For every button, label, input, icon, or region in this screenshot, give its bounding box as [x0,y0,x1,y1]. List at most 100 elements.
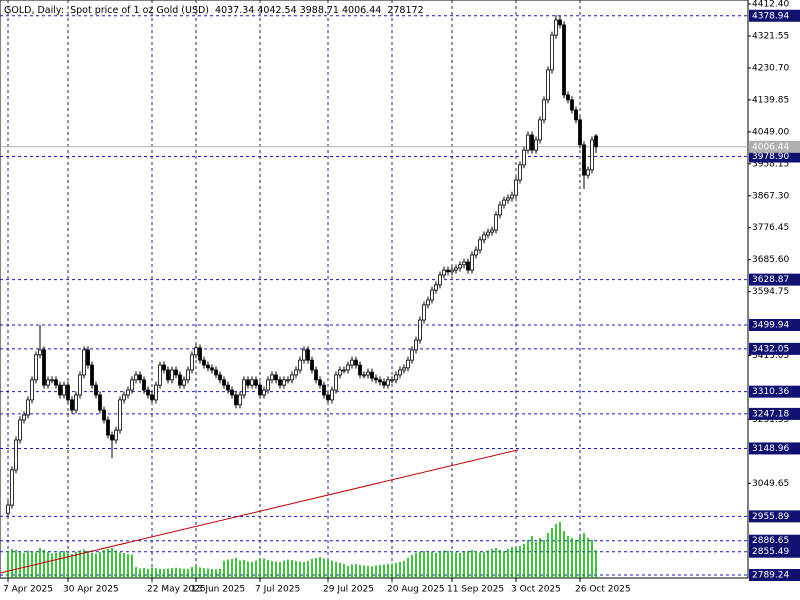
candle-body [90,364,94,386]
current-price-box [749,140,800,153]
level-label: 3628.87 [752,275,789,285]
level-label: 3310.36 [752,387,789,397]
candle-body [402,367,406,371]
candle-body [362,374,366,377]
volume-layer [7,522,597,578]
candle-body [178,374,182,386]
x-tick-label: 29 Jul 2025 [323,585,374,595]
candle-body [538,119,542,141]
y-tick-label: 3413.05 [752,351,789,361]
candle-body [10,469,14,506]
x-tick-label: 11 Sep 2025 [447,585,504,595]
candle-body [262,389,266,396]
candle-body [194,347,198,356]
candle-body [470,254,474,271]
candle-body [390,379,394,382]
level-label-box [749,569,800,581]
level-label: 2855.49 [752,547,789,557]
candle-body [50,379,54,382]
candle-body [94,384,98,396]
candle-body [246,379,250,386]
candle-body [306,349,310,361]
y-tick-label: 3594.75 [752,287,789,297]
candle-body [374,377,378,381]
candle-body [182,379,186,386]
candle-body [578,119,582,146]
candle-body [250,379,254,386]
x-tick-label: 3 Oct 2025 [511,585,561,595]
header-open: 4037.34 [215,5,254,16]
candle-body [126,389,130,396]
candle-body [474,249,478,256]
candle-body [338,369,342,376]
candle-body [146,389,150,396]
candles-layer [6,15,598,517]
candle-body [158,364,162,386]
current-price-label: 4006.44 [752,142,789,152]
header-close: 4006.44 [342,5,381,16]
candle-body [558,19,562,26]
x-tick-label: 20 Aug 2025 [387,585,445,595]
candle-body [14,439,18,471]
candle-body [490,229,494,233]
candle-body [214,369,218,376]
candle-body [6,504,10,514]
y-tick-label: 4412.40 [752,0,789,10]
candle-body [318,379,322,386]
candle-body [46,379,50,386]
candle-body [410,349,414,361]
candle-body [550,34,554,71]
y-tick-label: 3867.30 [752,191,789,201]
candle-body [342,369,346,372]
candle-body [58,384,62,396]
candle-body [526,134,530,151]
candle-body [522,149,526,166]
candle-body [82,349,86,376]
candle-body [518,164,522,181]
candle-body [386,379,390,386]
candle-body [414,339,418,351]
candle-body [566,94,570,101]
level-label-box [749,150,800,163]
candle-body [206,364,210,369]
candle-body [366,371,370,376]
candle-body [110,434,114,441]
candle-body [502,199,506,206]
candle-body [482,234,486,241]
candle-body [34,354,38,381]
candle-body [530,134,534,151]
candle-body [198,347,202,361]
candle-body [150,394,154,401]
candle-body [138,374,142,381]
candle-body [370,371,374,379]
level-label: 3247.18 [752,409,789,419]
candle-body [254,379,258,386]
header-high: 4042.54 [257,5,296,16]
level-label-box [749,442,800,455]
candle-body [574,109,578,121]
candle-body [122,394,126,401]
candle-body [514,179,518,196]
candle-body [494,214,498,231]
candle-body [430,289,434,301]
description: Spot price of 1 oz Gold (USD) [70,5,209,16]
level-label: 2886.65 [752,536,789,546]
level-label-box [749,545,800,558]
y-tick-label: 4230.70 [752,63,789,73]
candle-body [210,367,214,371]
header-volume: 278172 [387,5,423,16]
candle-body [22,414,26,421]
axis-layer: 4412.40 4321.55 4230.70 4139.85 4049.00 3958.… [3,0,800,595]
candle-body [238,394,242,406]
candle-body [438,274,442,286]
x-tick-label: 7 Jul 2025 [255,585,300,595]
candle-body [510,194,514,199]
level-label: 3978.90 [752,152,789,162]
candle-body [590,139,594,171]
level-label: 3432.05 [752,344,789,354]
header-low: 3988.71 [300,5,339,16]
candle-body [190,354,194,371]
candle-body [118,399,122,431]
candle-body [426,299,430,306]
level-label: 2955.89 [752,512,789,522]
